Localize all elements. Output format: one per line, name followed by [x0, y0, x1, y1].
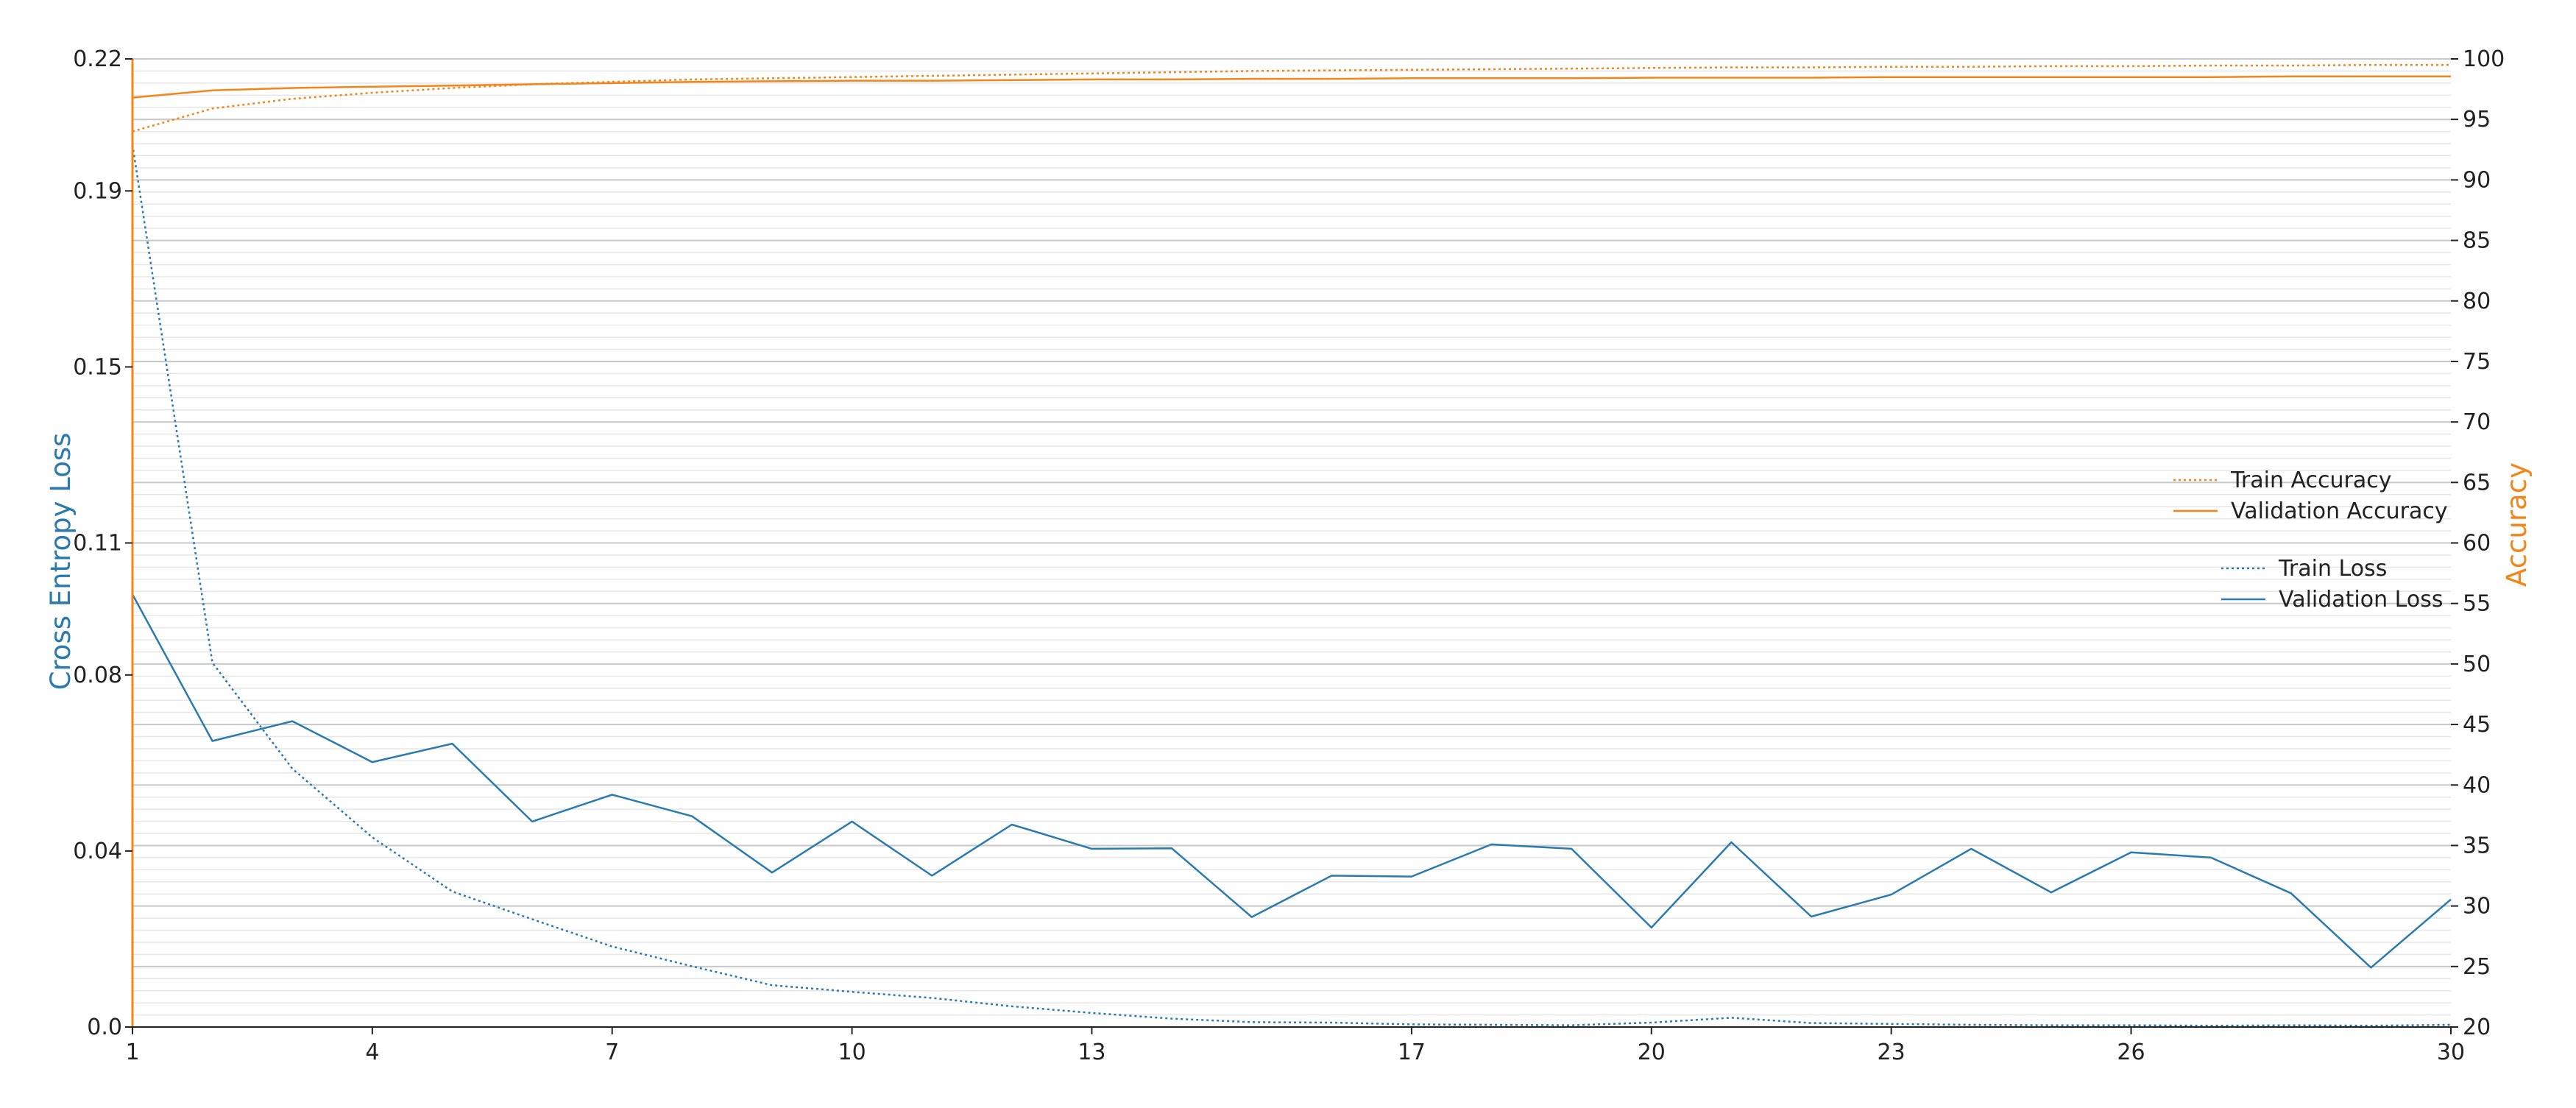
tick-labels: 0.00.040.080.110.150.190.222025303540455…: [73, 46, 2505, 1065]
right-tick-label: 100: [2463, 46, 2505, 72]
x-tick-label: 30: [2437, 1040, 2465, 1065]
validation-accuracy-line: [132, 75, 2451, 99]
right-tick-label: 75: [2463, 349, 2491, 375]
x-tick-label: 13: [1078, 1040, 1105, 1065]
right-tick-label: 70: [2463, 409, 2491, 435]
gridlines: [132, 58, 2451, 1028]
left-tick-label: 0.15: [73, 354, 122, 380]
train-loss-line: [131, 144, 2452, 1027]
x-tick-label: 26: [2117, 1040, 2145, 1065]
x-tick-label: 4: [365, 1040, 379, 1065]
left-tick-label: 0.19: [73, 178, 122, 204]
legend: Train Accuracy Validation Accuracy Train L…: [2173, 467, 2448, 613]
legend-label-train-loss: Train Loss: [2278, 556, 2387, 582]
right-tick-label: 60: [2463, 531, 2491, 557]
left-tick-label: 0.11: [73, 531, 122, 557]
right-tick-label: 50: [2463, 652, 2491, 677]
legend-label-validation-accuracy: Validation Accuracy: [2231, 498, 2448, 524]
left-tick-label: 0.08: [73, 663, 122, 688]
right-tick-label: 95: [2463, 107, 2491, 133]
right-tick-label: 40: [2463, 772, 2491, 798]
series-lines: [131, 63, 2452, 1027]
right-tick-label: 45: [2463, 712, 2491, 738]
left-tick-label: 0.22: [73, 46, 122, 72]
x-tick-label: 7: [605, 1040, 619, 1065]
x-tick-label: 1: [125, 1040, 139, 1065]
x-tick-label: 10: [838, 1040, 866, 1065]
right-tick-label: 25: [2463, 954, 2491, 980]
x-tick-label: 17: [1398, 1040, 1426, 1065]
x-tick-label: 20: [1638, 1040, 1666, 1065]
left-tick-label: 0.0: [87, 1015, 122, 1040]
x-tick-label: 23: [1878, 1040, 1906, 1065]
validation-loss-line: [131, 593, 2452, 969]
right-tick-label: 35: [2463, 833, 2491, 858]
right-tick-label: 80: [2463, 289, 2491, 314]
right-tick-label: 65: [2463, 470, 2491, 495]
right-tick-label: 30: [2463, 894, 2491, 920]
right-tick-label: 20: [2463, 1015, 2491, 1040]
left-axis-title: Cross Entropy Loss: [45, 433, 77, 691]
legend-label-train-accuracy: Train Accuracy: [2230, 467, 2391, 493]
train-accuracy-line: [132, 63, 2451, 133]
right-tick-label: 85: [2463, 228, 2491, 254]
legend-label-validation-loss: Validation Loss: [2279, 587, 2443, 613]
right-axis-title: Accuracy: [2501, 462, 2533, 587]
right-tick-label: 55: [2463, 591, 2491, 617]
left-tick-label: 0.04: [73, 839, 122, 864]
right-tick-label: 90: [2463, 167, 2491, 193]
